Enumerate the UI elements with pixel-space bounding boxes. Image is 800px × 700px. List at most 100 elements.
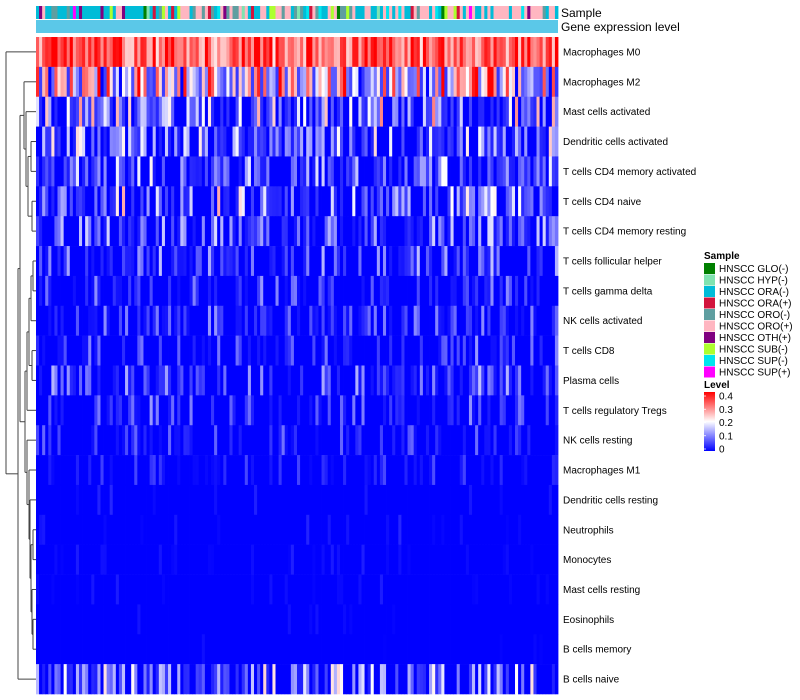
heatmap-cell bbox=[472, 275, 476, 307]
heatmap-cell bbox=[207, 604, 212, 635]
heatmap-cell bbox=[518, 664, 522, 695]
heatmap-cell bbox=[134, 455, 138, 486]
heatmap-cell bbox=[487, 335, 491, 366]
heatmap-cell bbox=[137, 126, 141, 157]
heatmap-cell bbox=[275, 186, 279, 217]
heatmap-cell bbox=[379, 514, 384, 545]
sample-annotation-cell bbox=[284, 6, 289, 19]
heatmap-cell bbox=[472, 156, 476, 187]
heatmap-cell bbox=[518, 246, 522, 277]
heatmap-cell bbox=[91, 634, 95, 665]
heatmap-cell bbox=[207, 335, 212, 366]
heatmap-cell bbox=[355, 455, 359, 486]
heatmap-cell bbox=[346, 395, 350, 426]
heatmap-cell bbox=[121, 455, 126, 486]
heatmap-cell bbox=[468, 275, 473, 307]
heatmap-cell bbox=[358, 544, 362, 575]
heatmap-cell bbox=[542, 395, 547, 426]
heatmap-cell bbox=[69, 455, 74, 486]
heatmap-cell bbox=[257, 275, 261, 307]
heatmap-cell bbox=[207, 365, 212, 396]
heatmap-cell bbox=[315, 484, 319, 516]
heatmap-cell bbox=[533, 484, 537, 516]
heatmap-cell bbox=[300, 216, 304, 247]
heatmap-cell bbox=[330, 664, 335, 695]
heatmap-cell bbox=[343, 484, 347, 516]
heatmap-cell bbox=[419, 246, 424, 277]
heatmap-cell bbox=[266, 395, 270, 426]
heatmap-cell bbox=[69, 335, 74, 366]
heatmap-cell bbox=[447, 395, 451, 426]
heatmap-cell bbox=[60, 305, 65, 336]
heatmap-cell bbox=[303, 126, 307, 157]
sample-annotation-cell bbox=[232, 6, 236, 19]
heatmap-cell bbox=[456, 37, 461, 68]
heatmap-cell bbox=[441, 664, 445, 695]
heatmap-cell bbox=[131, 664, 135, 695]
heatmap-cell bbox=[36, 604, 40, 635]
heatmap-cell bbox=[432, 484, 436, 516]
heatmap-cell bbox=[324, 544, 329, 575]
heatmap-cell bbox=[404, 574, 408, 605]
heatmap-cell bbox=[161, 275, 166, 307]
heatmap-cell bbox=[392, 126, 396, 157]
heatmap-cell bbox=[39, 484, 43, 516]
heatmap-cell bbox=[521, 156, 525, 187]
heatmap-cell bbox=[392, 664, 396, 695]
heatmap-cell bbox=[146, 544, 151, 575]
heatmap-cell bbox=[168, 66, 172, 98]
heatmap-cell bbox=[499, 96, 504, 127]
heatmap-cell bbox=[164, 305, 169, 336]
heatmap-cell bbox=[214, 425, 218, 456]
sample-annotation-cell bbox=[140, 6, 144, 19]
heatmap-cell bbox=[223, 66, 227, 98]
heatmap-cell bbox=[318, 186, 322, 217]
heatmap-cell bbox=[211, 156, 215, 187]
heatmap-cell bbox=[472, 126, 476, 157]
heatmap-cell bbox=[508, 425, 513, 456]
heatmap-cell bbox=[290, 634, 295, 665]
heatmap-cell bbox=[63, 514, 68, 545]
heatmap-cell bbox=[453, 156, 458, 187]
heatmap-cell bbox=[54, 664, 58, 695]
heatmap-cell bbox=[542, 514, 547, 545]
heatmap-cell bbox=[131, 395, 135, 426]
heatmap-cell bbox=[505, 634, 510, 665]
heatmap-cell bbox=[54, 305, 58, 336]
heatmap-cell bbox=[260, 66, 264, 98]
heatmap-cell bbox=[214, 37, 218, 68]
heatmap-cell bbox=[118, 186, 123, 217]
heatmap-cell bbox=[250, 246, 255, 277]
heatmap-cell bbox=[152, 395, 157, 426]
heatmap-cell bbox=[57, 634, 61, 665]
heatmap-cell bbox=[336, 66, 341, 98]
heatmap-cell bbox=[180, 305, 184, 336]
sample-annotation-cell bbox=[186, 6, 190, 19]
heatmap-cell bbox=[536, 425, 540, 456]
heatmap-cell bbox=[432, 634, 436, 665]
heatmap-cell bbox=[250, 664, 255, 695]
sample-annotation-cell bbox=[287, 6, 292, 19]
heatmap-cell bbox=[303, 275, 307, 307]
heatmap-cell bbox=[235, 604, 240, 635]
heatmap-cell bbox=[204, 395, 209, 426]
heatmap-cell bbox=[94, 216, 98, 247]
heatmap-cell bbox=[103, 216, 108, 247]
heatmap-cell bbox=[536, 246, 540, 277]
heatmap-cell bbox=[349, 365, 353, 396]
heatmap-cell bbox=[465, 66, 470, 98]
heatmap-cell bbox=[484, 604, 488, 635]
heatmap-cell bbox=[542, 186, 547, 217]
heatmap-cell bbox=[109, 365, 114, 396]
heatmap-cell bbox=[382, 604, 387, 635]
heatmap-cell bbox=[303, 395, 307, 426]
heatmap-cell bbox=[395, 335, 399, 366]
heatmap-cell bbox=[161, 156, 166, 187]
heatmap-cell bbox=[229, 156, 233, 187]
sample-annotation-cell bbox=[223, 6, 227, 19]
heatmap-cell bbox=[447, 574, 451, 605]
heatmap-cell bbox=[106, 544, 111, 575]
heatmap-cell bbox=[456, 156, 461, 187]
heatmap-cell bbox=[241, 455, 246, 486]
